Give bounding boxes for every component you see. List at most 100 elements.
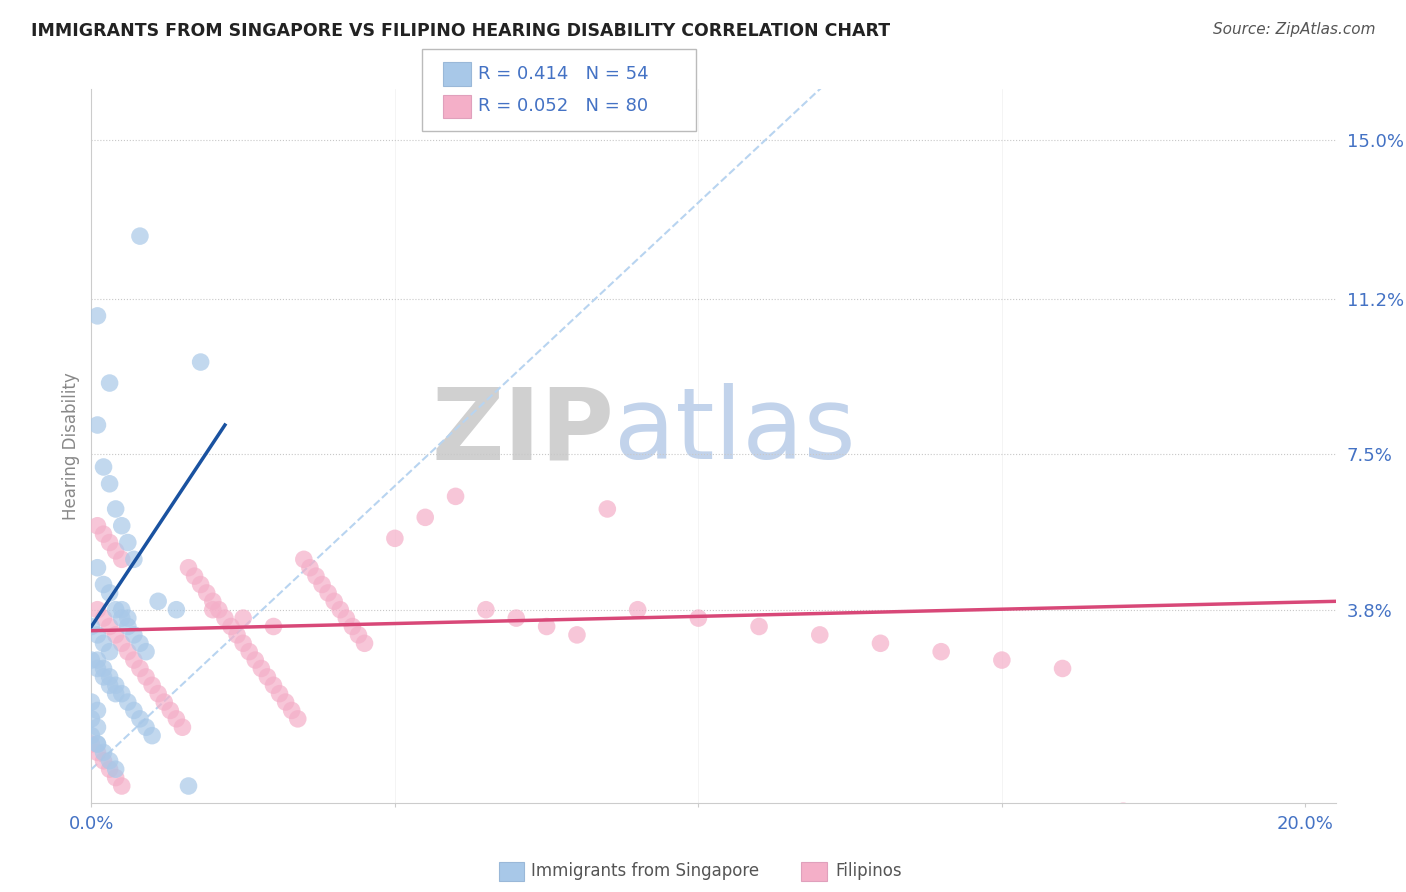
Point xyxy=(287,712,309,726)
Point xyxy=(86,703,108,717)
Text: Source: ZipAtlas.com: Source: ZipAtlas.com xyxy=(1212,22,1375,37)
Point xyxy=(98,645,121,659)
Point xyxy=(256,670,278,684)
Point xyxy=(201,603,224,617)
Point xyxy=(141,729,163,743)
Point xyxy=(93,460,115,475)
Point xyxy=(190,355,212,369)
Point xyxy=(146,687,169,701)
Point xyxy=(80,653,103,667)
Point xyxy=(929,645,952,659)
Point xyxy=(98,535,121,549)
Point xyxy=(122,552,145,566)
Point xyxy=(413,510,436,524)
Point xyxy=(183,569,205,583)
Point xyxy=(111,552,134,566)
Point xyxy=(129,636,152,650)
Point xyxy=(1112,804,1135,818)
Point xyxy=(311,577,333,591)
Point xyxy=(104,762,127,776)
Point xyxy=(269,687,291,701)
Point xyxy=(177,560,200,574)
Text: ZIP: ZIP xyxy=(432,384,614,480)
Point xyxy=(86,720,108,734)
Point xyxy=(104,603,127,617)
Point xyxy=(627,603,650,617)
Point xyxy=(98,670,121,684)
Point xyxy=(129,712,152,726)
Point xyxy=(323,594,346,608)
Point xyxy=(165,712,187,726)
Point xyxy=(195,586,218,600)
Point xyxy=(353,636,375,650)
Point xyxy=(688,611,710,625)
Point xyxy=(214,611,236,625)
Point xyxy=(280,703,302,717)
Point xyxy=(104,687,127,701)
Point xyxy=(111,779,134,793)
Point xyxy=(208,603,231,617)
Text: R = 0.414   N = 54: R = 0.414 N = 54 xyxy=(478,65,648,83)
Point xyxy=(98,678,121,692)
Point xyxy=(117,695,139,709)
Text: atlas: atlas xyxy=(614,384,856,480)
Point xyxy=(104,544,127,558)
Text: Immigrants from Singapore: Immigrants from Singapore xyxy=(531,863,759,880)
Point xyxy=(135,670,157,684)
Y-axis label: Hearing Disability: Hearing Disability xyxy=(62,372,80,520)
Point xyxy=(316,586,339,600)
Point xyxy=(98,754,121,768)
Point xyxy=(250,661,273,675)
Point xyxy=(135,720,157,734)
Point xyxy=(141,678,163,692)
Point xyxy=(135,645,157,659)
Point xyxy=(93,746,115,760)
Point xyxy=(80,729,103,743)
Point xyxy=(444,489,467,503)
Point xyxy=(226,628,249,642)
Point xyxy=(122,703,145,717)
Point xyxy=(111,636,134,650)
Point xyxy=(305,569,328,583)
Point xyxy=(748,619,770,633)
Point xyxy=(111,687,134,701)
Point xyxy=(117,645,139,659)
Point xyxy=(232,611,254,625)
Point xyxy=(991,653,1014,667)
Point xyxy=(335,611,357,625)
Text: IMMIGRANTS FROM SINGAPORE VS FILIPINO HEARING DISABILITY CORRELATION CHART: IMMIGRANTS FROM SINGAPORE VS FILIPINO HE… xyxy=(31,22,890,40)
Point xyxy=(80,712,103,726)
Point xyxy=(263,678,285,692)
Point xyxy=(219,619,242,633)
Point xyxy=(86,737,108,751)
Text: Filipinos: Filipinos xyxy=(835,863,901,880)
Point xyxy=(117,611,139,625)
Point xyxy=(536,619,558,633)
Point xyxy=(80,619,103,633)
Text: R = 0.052   N = 80: R = 0.052 N = 80 xyxy=(478,97,648,115)
Point xyxy=(505,611,527,625)
Point xyxy=(104,771,127,785)
Point xyxy=(117,619,139,633)
Point xyxy=(86,746,108,760)
Point xyxy=(86,309,108,323)
Point xyxy=(165,603,187,617)
Point xyxy=(292,552,315,566)
Point xyxy=(596,502,619,516)
Point xyxy=(263,619,285,633)
Point xyxy=(129,229,152,244)
Point xyxy=(86,560,108,574)
Point xyxy=(329,603,352,617)
Point xyxy=(104,628,127,642)
Point xyxy=(104,502,127,516)
Point xyxy=(86,417,108,432)
Point xyxy=(201,594,224,608)
Point xyxy=(238,645,260,659)
Point xyxy=(86,628,108,642)
Point xyxy=(111,518,134,533)
Point xyxy=(342,619,364,633)
Point xyxy=(117,535,139,549)
Point xyxy=(93,611,115,625)
Point xyxy=(869,636,891,650)
Point xyxy=(93,670,115,684)
